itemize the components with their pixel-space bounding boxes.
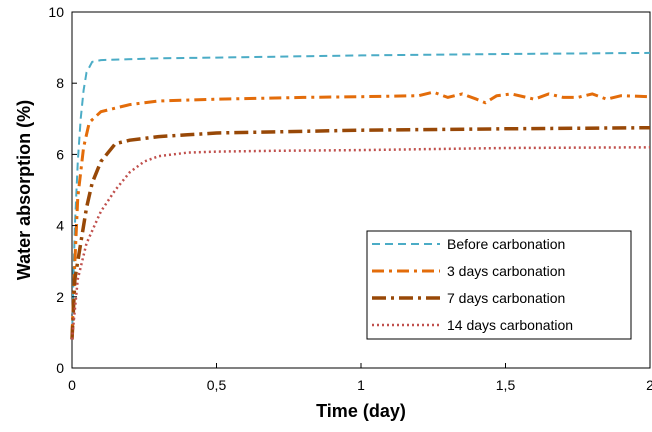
y-axis-title: Water absorption (%) (14, 100, 34, 280)
series-layer (70, 51, 651, 340)
y-tick-label: 6 (56, 146, 64, 162)
tick-layer: 0 0,5 1 1,5 2 0 2 4 6 8 10 (48, 4, 652, 393)
x-axis-title: Time (day) (316, 401, 406, 421)
series-line-4 (70, 146, 651, 340)
legend-label: 14 days carbonation (447, 317, 573, 333)
legend-label: 7 days carbonation (447, 290, 565, 306)
x-tick-label: 1 (357, 377, 365, 393)
x-tick-label: 2 (646, 377, 652, 393)
y-tick-label: 4 (56, 218, 64, 234)
y-tick-label: 10 (48, 4, 64, 20)
legend-label: 3 days carbonation (447, 263, 565, 279)
series-line-3 (70, 125, 651, 340)
y-tick-label: 2 (56, 289, 64, 305)
y-tick-label: 0 (56, 360, 64, 376)
x-tick-label: 0,5 (207, 377, 227, 393)
legend-box (366, 230, 632, 340)
series-line-2 (70, 90, 651, 337)
x-tick-label: 1,5 (496, 377, 516, 393)
legend: Before carbonation 3 days carbonation 7 da… (366, 230, 632, 340)
x-tick-label: 0 (68, 377, 76, 393)
legend-label: Before carbonation (447, 236, 565, 252)
y-tick-label: 8 (56, 75, 64, 91)
series-line-1 (71, 51, 651, 340)
